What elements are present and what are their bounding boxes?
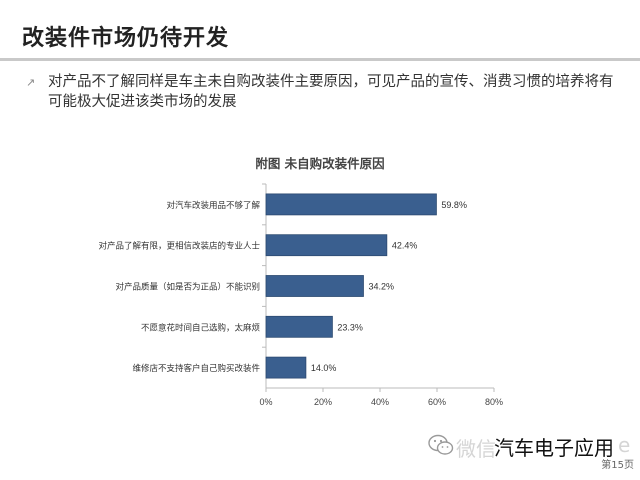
category-label: 维修店不支持客户自己购买改装件 bbox=[132, 363, 260, 374]
bar bbox=[265, 275, 364, 297]
x-tick-label: 0% bbox=[259, 397, 272, 407]
category-label: 对汽车改装用品不够了解 bbox=[166, 200, 260, 211]
bar bbox=[265, 356, 307, 379]
category-label: 对产品了解有限，更相信改装店的专业人士 bbox=[98, 241, 260, 252]
title-divider bbox=[0, 58, 640, 61]
category-label: 不愿意花时间自己选购，太麻烦 bbox=[141, 322, 261, 333]
bar bbox=[265, 193, 437, 216]
watermark-suffix: e bbox=[618, 433, 631, 457]
bar bbox=[265, 315, 333, 338]
data-label: 34.2% bbox=[368, 282, 394, 292]
watermark-prefix: 微信 bbox=[456, 437, 496, 461]
arrow-up-right-icon: ↗ bbox=[26, 76, 36, 89]
x-tick-label: 20% bbox=[314, 397, 332, 407]
x-tick-label: 40% bbox=[371, 397, 389, 407]
bar bbox=[265, 234, 388, 257]
data-label: 14.0% bbox=[311, 363, 337, 373]
page-title: 改装件市场仍待开发 bbox=[22, 26, 230, 51]
wechat-icon bbox=[428, 434, 454, 455]
data-label: 59.8% bbox=[441, 200, 467, 210]
slide-description: 对产品不了解同样是车主未自购改装件主要原因，可见产品的宣传、消费习惯的培养将有可… bbox=[48, 74, 614, 110]
x-tick-label: 80% bbox=[485, 397, 503, 407]
data-label: 23.3% bbox=[337, 322, 363, 332]
watermark: 微信 汽车电子应用 e bbox=[428, 428, 640, 464]
x-tick-label: 60% bbox=[428, 397, 446, 407]
watermark-text: 汽车电子应用 bbox=[494, 436, 614, 460]
category-label: 对产品质量（如是否为正品）不能识别 bbox=[115, 282, 260, 293]
chart-title: 附图 未自购改装件原因 bbox=[255, 156, 385, 171]
data-label: 42.4% bbox=[392, 241, 418, 251]
page-number: 第15页 bbox=[601, 460, 634, 471]
